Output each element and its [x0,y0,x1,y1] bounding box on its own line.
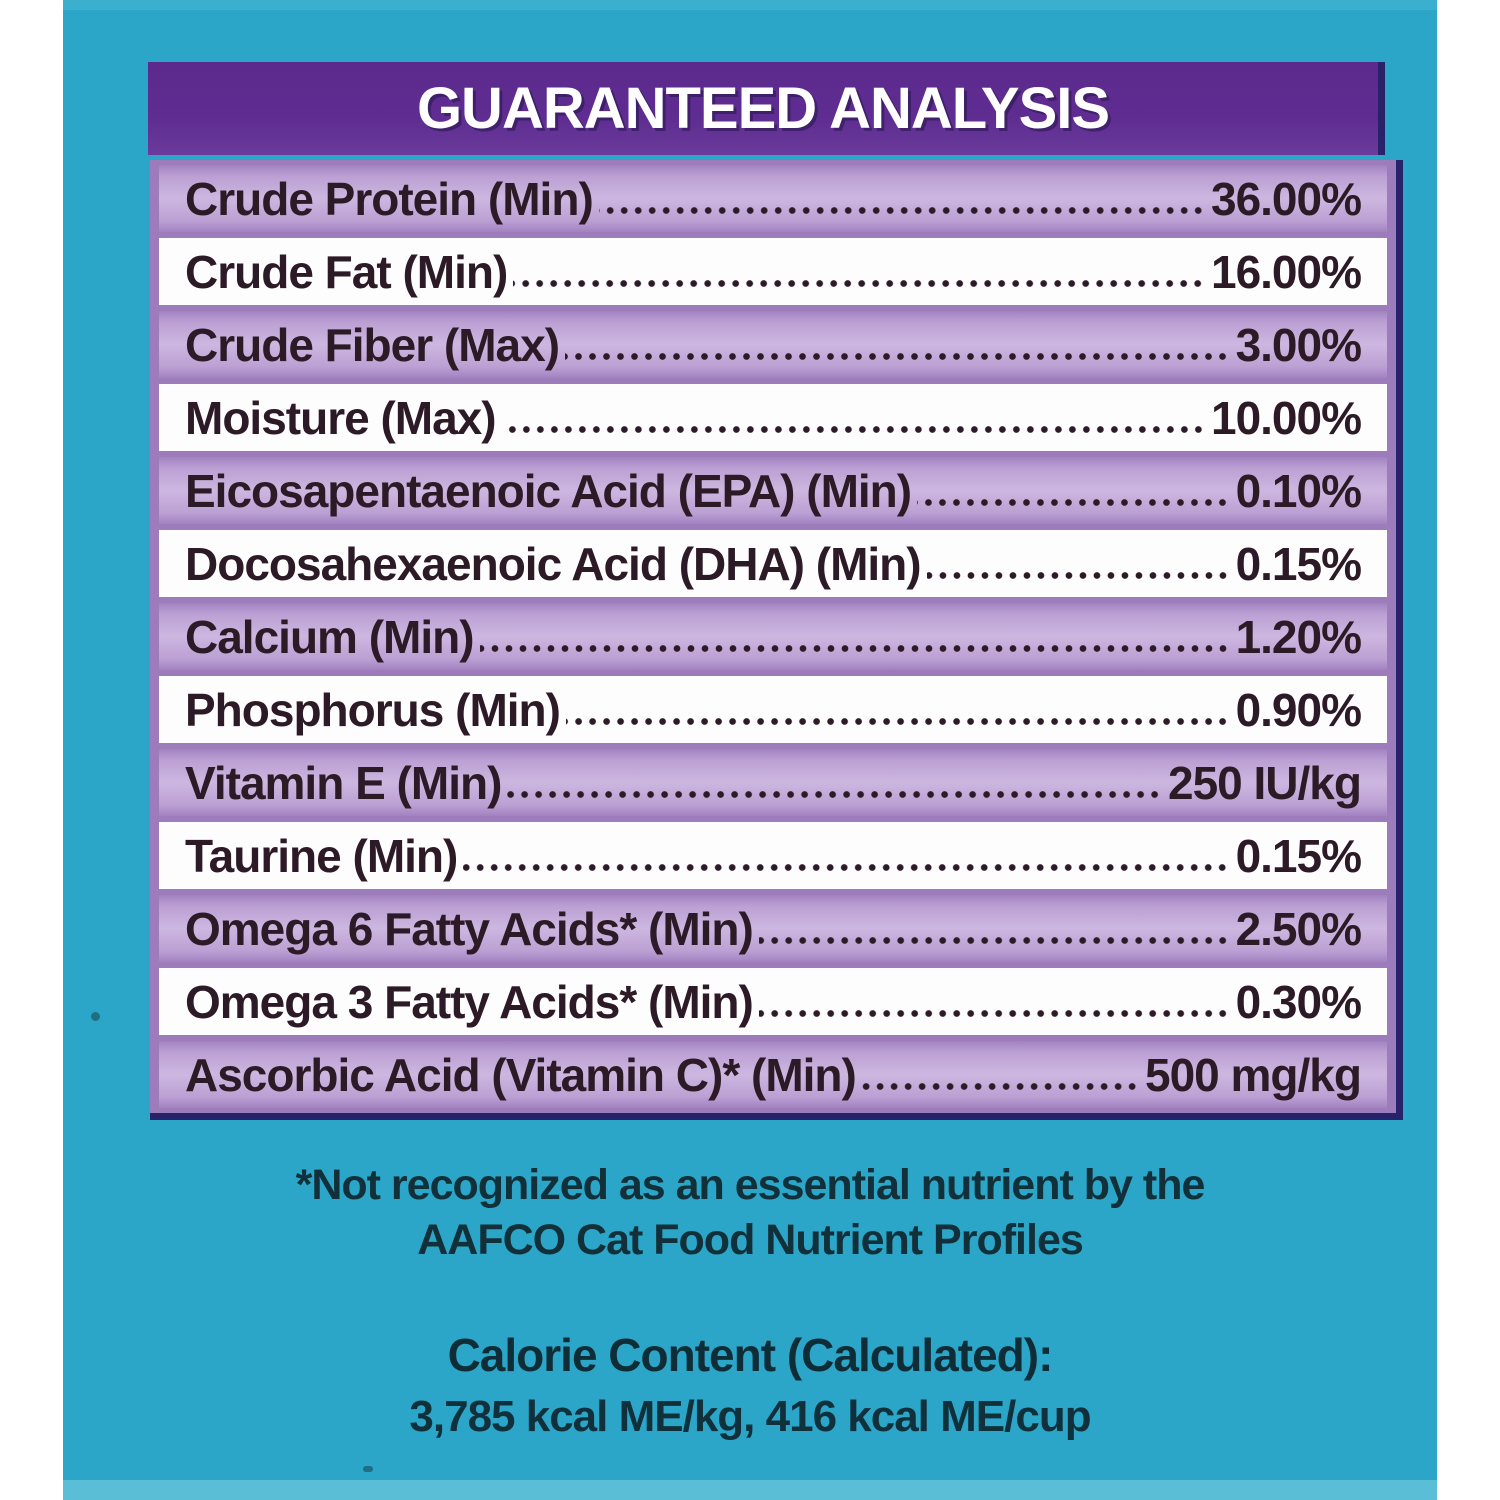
dot-leader [926,570,1230,580]
nutrient-label: Moisture (Max) [185,391,497,444]
dot-leader [598,205,1205,215]
nutrient-value: 0.90% [1235,683,1362,736]
nutrient-label: Crude Fiber (Max) [185,318,560,371]
nutrient-label: Omega 6 Fatty Acids* (Min) [185,902,754,955]
table-row: Moisture (Max) 10.00% [159,384,1387,451]
table-row: Ascorbic Acid (Vitamin C)* (Min) 500 mg/… [159,1041,1387,1108]
dot-leader [501,424,1205,434]
nutrient-value: 500 mg/kg [1145,1048,1362,1101]
dot-leader [565,716,1230,726]
dot-leader [565,351,1230,361]
nutrient-value: 250 IU/kg [1168,756,1362,809]
nutrient-label: Omega 3 Fatty Acids* (Min) [185,975,754,1028]
nutrient-value: 0.30% [1235,975,1362,1028]
dot-leader [758,1008,1230,1018]
dot-leader [758,935,1230,945]
label-bottom-edge [63,1480,1437,1500]
calorie-content-values: 3,785 kcal ME/kg, 416 kcal ME/cup [409,1392,1091,1441]
table-row: Crude Fiber (Max) 3.00% [159,311,1387,378]
table-row: Eicosapentaenoic Acid (EPA) (Min) 0.10% [159,457,1387,524]
table-row: Taurine (Min) 0.15% [159,822,1387,889]
guaranteed-analysis-title: GUARANTEED ANALYSIS [416,76,1110,141]
dot-leader [513,278,1205,288]
nutrient-label: Eicosapentaenoic Acid (EPA) (Min) [185,464,912,517]
nutrient-value: 0.10% [1235,464,1362,517]
aafco-footnote: *Not recognized as an essential nutrient… [63,1158,1437,1268]
nutrient-value: 0.15% [1235,537,1362,590]
nutrient-label: Calcium (Min) [185,610,475,663]
table-row: Vitamin E (Min) 250 IU/kg [159,749,1387,816]
footnote-line-1: *Not recognized as an essential nutrient… [295,1161,1206,1209]
dot-leader [507,789,1162,799]
nutrient-value: 3.00% [1235,318,1362,371]
dot-leader [861,1081,1139,1091]
nutrient-label: Taurine (Min) [185,829,458,882]
nutrient-label: Crude Fat (Min) [185,245,508,298]
photo-speck [91,1012,100,1021]
footnote-line-2: AAFCO Cat Food Nutrient Profiles [417,1216,1084,1265]
nutrient-label: Vitamin E (Min) [185,756,502,809]
nutrient-value: 16.00% [1210,245,1362,298]
dot-leader [479,643,1230,653]
nutrient-label: Ascorbic Acid (Vitamin C)* (Min) [185,1048,857,1101]
table-row: Omega 6 Fatty Acids* (Min) 2.50% [159,895,1387,962]
nutrient-label: Phosphorus (Min) [185,683,561,736]
nutrient-label: Docosahexaenoic Acid (DHA) (Min) [185,537,922,590]
calorie-content-block: Calorie Content (Calculated): 3,785 kcal… [63,1328,1437,1442]
table-row: Crude Protein (Min) 36.00% [159,165,1387,232]
nutrient-value: 2.50% [1235,902,1362,955]
label-top-edge [63,0,1437,10]
table-row: Phosphorus (Min) 0.90% [159,676,1387,743]
photo-speck [363,1466,373,1472]
table-row: Docosahexaenoic Acid (DHA) (Min) 0.15% [159,530,1387,597]
pet-food-label-background: GUARANTEED ANALYSIS Crude Protein (Min) … [63,0,1437,1500]
table-row: Crude Fat (Min) 16.00% [159,238,1387,305]
nutrient-value: 10.00% [1210,391,1362,444]
table-row: Omega 3 Fatty Acids* (Min) 0.30% [159,968,1387,1035]
dot-leader [917,497,1230,507]
nutrient-value: 1.20% [1235,610,1362,663]
guaranteed-analysis-table: Crude Protein (Min) 36.00% Crude Fat (Mi… [150,160,1403,1120]
nutrient-label: Crude Protein (Min) [185,172,594,225]
calorie-content-heading: Calorie Content (Calculated): [447,1329,1054,1381]
nutrient-value: 0.15% [1235,829,1362,882]
dot-leader [463,862,1230,872]
guaranteed-analysis-header: GUARANTEED ANALYSIS [148,62,1385,155]
nutrient-value: 36.00% [1210,172,1362,225]
table-row: Calcium (Min) 1.20% [159,603,1387,670]
